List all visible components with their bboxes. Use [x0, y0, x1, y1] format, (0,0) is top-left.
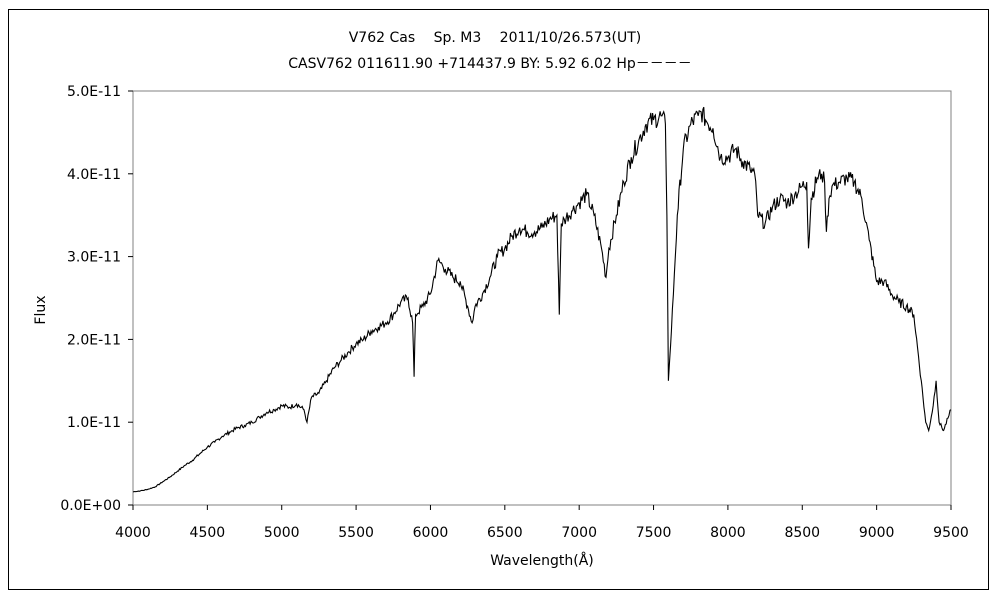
chart-subtitle: CASV762 011611.90 +714437.9 BY: 5.92 6.0…	[288, 56, 691, 72]
x-tick-label: 4000	[115, 525, 151, 541]
x-tick-label: 8000	[710, 525, 746, 541]
x-axis-label: Wavelength(Å)	[490, 552, 594, 569]
x-tick-label: 7000	[561, 525, 597, 541]
y-tick-label: 1.0E-11	[67, 415, 121, 431]
chart-frame	[8, 9, 989, 590]
y-tick-label: 0.0E+00	[60, 498, 121, 514]
x-tick-label: 5000	[264, 525, 300, 541]
y-axis-label: Flux	[33, 295, 49, 324]
chart-title: V762 Cas Sp. M3 2011/10/26.573(UT)	[349, 30, 642, 46]
y-tick-label: 4.0E-11	[67, 167, 121, 183]
x-tick-label: 5500	[338, 525, 374, 541]
y-tick-label: 3.0E-11	[67, 250, 121, 266]
x-tick-label: 7500	[636, 525, 672, 541]
x-tick-label: 8500	[784, 525, 820, 541]
y-tick-label: 5.0E-11	[67, 84, 121, 100]
x-tick-label: 4500	[190, 525, 226, 541]
x-tick-label: 9000	[859, 525, 895, 541]
y-tick-label: 2.0E-11	[67, 332, 121, 348]
x-tick-label: 6000	[413, 525, 449, 541]
plot-area	[132, 90, 952, 506]
x-tick-label: 9500	[933, 525, 969, 541]
flux-series-line	[132, 106, 952, 493]
x-tick-label: 6500	[487, 525, 523, 541]
